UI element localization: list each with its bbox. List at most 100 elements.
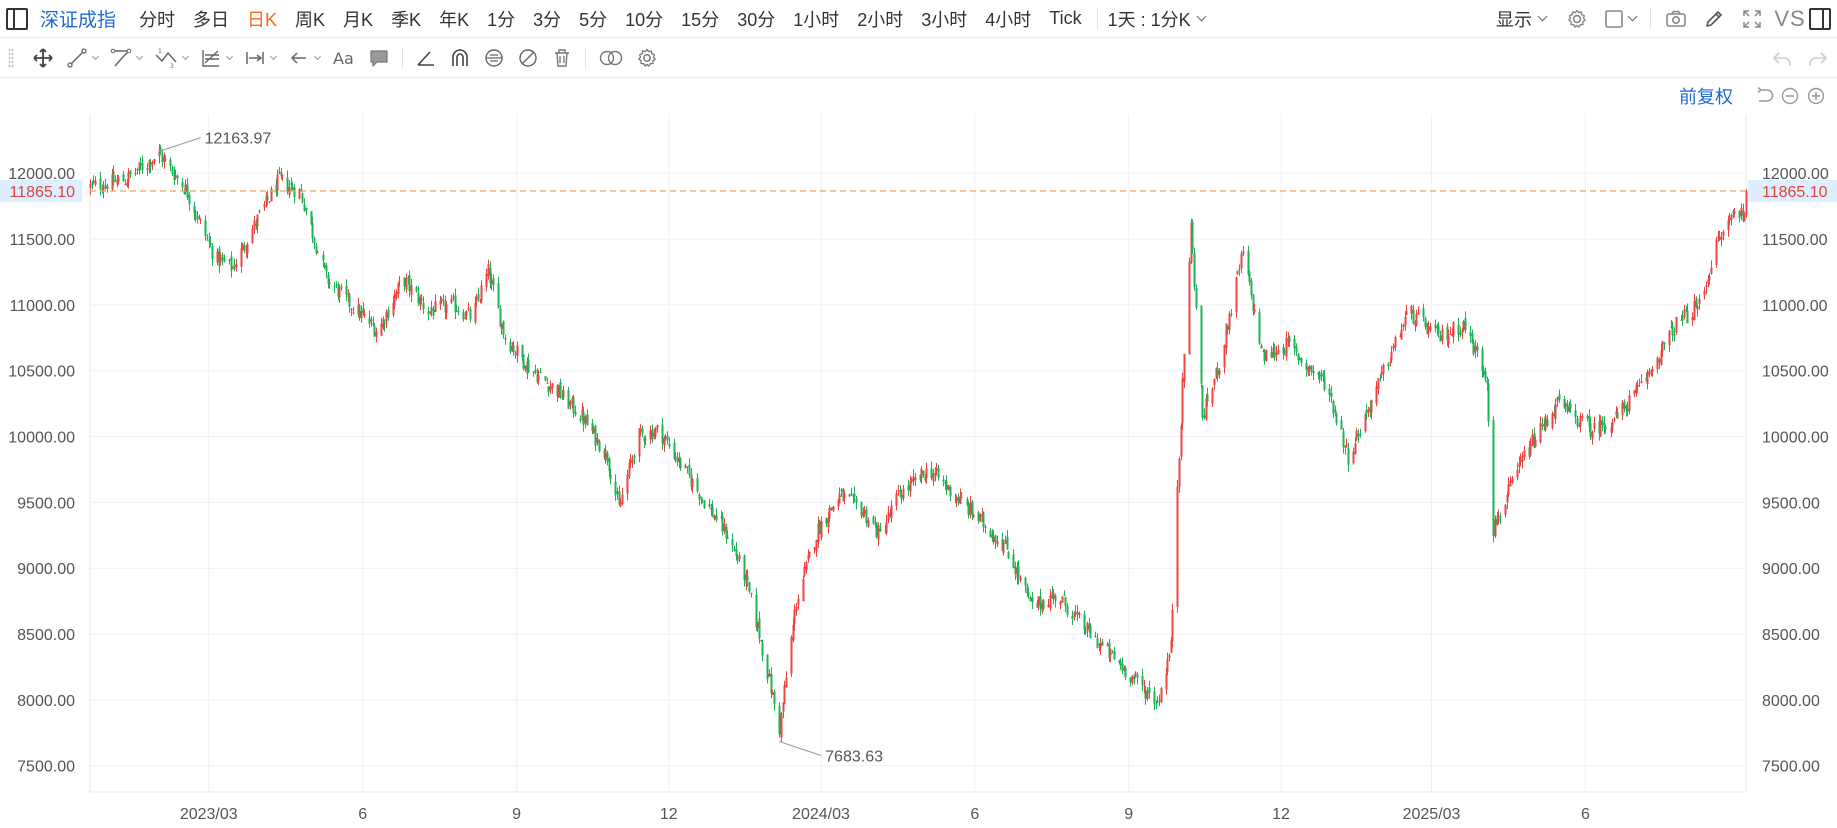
compare-vs-button[interactable]: VS [1771, 0, 1809, 38]
fib-tool[interactable] [194, 39, 238, 78]
eye-off-icon [519, 49, 537, 67]
pencil-icon[interactable] [1695, 0, 1733, 38]
candle [691, 479, 694, 488]
candle [134, 172, 137, 174]
drawing-settings-tool[interactable] [630, 39, 664, 78]
period-tab[interactable]: 月K [343, 9, 374, 30]
period-tab[interactable]: 30分 [737, 9, 776, 30]
period-tab[interactable]: 分时 [139, 9, 176, 30]
candle [979, 513, 982, 523]
candle [231, 267, 234, 269]
candle [862, 512, 865, 518]
hide-drawing-tool[interactable] [511, 39, 545, 78]
candle [1047, 604, 1050, 607]
candle [1394, 337, 1397, 348]
move-tool[interactable] [26, 39, 60, 78]
drag-handle[interactable] [8, 48, 14, 68]
polyline-tool[interactable] [104, 39, 148, 78]
candle [1529, 444, 1532, 455]
symbol-name[interactable]: 深证成指 [40, 10, 117, 31]
period-tab[interactable]: 5分 [579, 9, 608, 30]
candle [850, 493, 853, 496]
period-tab[interactable]: 2小时 [857, 9, 904, 30]
candle [1715, 239, 1718, 266]
candle [1283, 350, 1286, 354]
camera-icon[interactable] [1657, 0, 1695, 38]
candle [686, 466, 689, 468]
angle-tool[interactable] [409, 39, 443, 78]
candle [1061, 596, 1064, 603]
candle [790, 637, 793, 674]
candle [301, 193, 304, 203]
zoom-in-icon[interactable] [1805, 85, 1827, 107]
lock-drawing-tool[interactable] [477, 39, 511, 78]
candle [455, 310, 458, 312]
undo-icon[interactable] [1771, 49, 1793, 69]
candle [1293, 339, 1296, 349]
period-tab[interactable]: Tick [1049, 8, 1082, 28]
measure-tool[interactable] [238, 39, 282, 78]
right-panel-toggle-icon[interactable] [1809, 8, 1831, 30]
left-panel-toggle-icon[interactable] [6, 7, 28, 30]
candle [594, 425, 597, 446]
arrow-tool[interactable] [282, 39, 326, 78]
candle [1218, 370, 1221, 375]
candle [240, 248, 243, 267]
candle [733, 548, 736, 551]
magnet-tool[interactable] [443, 39, 477, 78]
candle [1076, 611, 1079, 615]
compare-tool[interactable] [592, 39, 630, 78]
divider [1096, 7, 1098, 30]
candle [992, 536, 995, 542]
candlestick-chart[interactable]: 7500.00 7500.00 8000.00 8000.00 8500.00 8500.… [0, 78, 1837, 828]
candle [286, 177, 289, 192]
period-tab[interactable]: 周K [295, 9, 326, 30]
candle [439, 300, 442, 305]
trend-line-tool[interactable] [60, 39, 104, 78]
candle [701, 498, 704, 500]
candle [1675, 316, 1678, 333]
delete-drawing-tool[interactable] [545, 39, 579, 78]
candle [193, 205, 196, 214]
settings-icon[interactable] [1558, 0, 1596, 38]
interval-dropdown[interactable]: 1天 : 1分K [1104, 6, 1207, 32]
period-tab[interactable]: 年K [439, 9, 470, 30]
adjustment-mode-button[interactable]: 前复权 [1679, 87, 1733, 107]
candle [338, 287, 341, 298]
candle [969, 502, 972, 516]
period-tab[interactable]: 1分 [487, 9, 516, 30]
period-tab[interactable]: 15分 [681, 9, 720, 30]
high-annotation-label: 12163.97 [205, 131, 272, 148]
period-tab[interactable]: 3分 [533, 9, 562, 30]
fullscreen-icon[interactable] [1733, 0, 1771, 38]
gear-icon [638, 48, 656, 67]
candle [643, 437, 646, 442]
candle [1461, 329, 1464, 333]
candle [467, 308, 470, 310]
candle [1225, 323, 1228, 349]
zoom-out-icon[interactable] [1779, 85, 1801, 107]
candle [651, 429, 654, 440]
period-tab[interactable]: 季K [391, 9, 422, 30]
y-tick-label-left: 8500.00 [17, 627, 75, 644]
candle [1365, 410, 1368, 414]
candle [204, 220, 207, 237]
layout-dropdown[interactable] [1596, 0, 1644, 38]
text-tool[interactable]: Aa [326, 39, 362, 78]
candle [1180, 425, 1183, 457]
period-tab[interactable]: 日K [247, 9, 278, 30]
reset-icon[interactable] [1753, 85, 1775, 107]
period-tab[interactable]: 3小时 [921, 9, 968, 30]
candle [582, 412, 585, 425]
period-tab[interactable]: 4小时 [985, 9, 1032, 30]
candles [89, 144, 1748, 742]
period-tab[interactable]: 1小时 [793, 9, 840, 30]
candle [746, 575, 749, 581]
comment-tool[interactable] [362, 39, 396, 78]
period-tab[interactable]: 多日 [193, 9, 230, 30]
candle [1564, 402, 1567, 407]
display-dropdown[interactable]: 显示 [1496, 6, 1548, 32]
period-tab[interactable]: 10分 [625, 9, 664, 30]
redo-icon[interactable] [1807, 49, 1829, 69]
